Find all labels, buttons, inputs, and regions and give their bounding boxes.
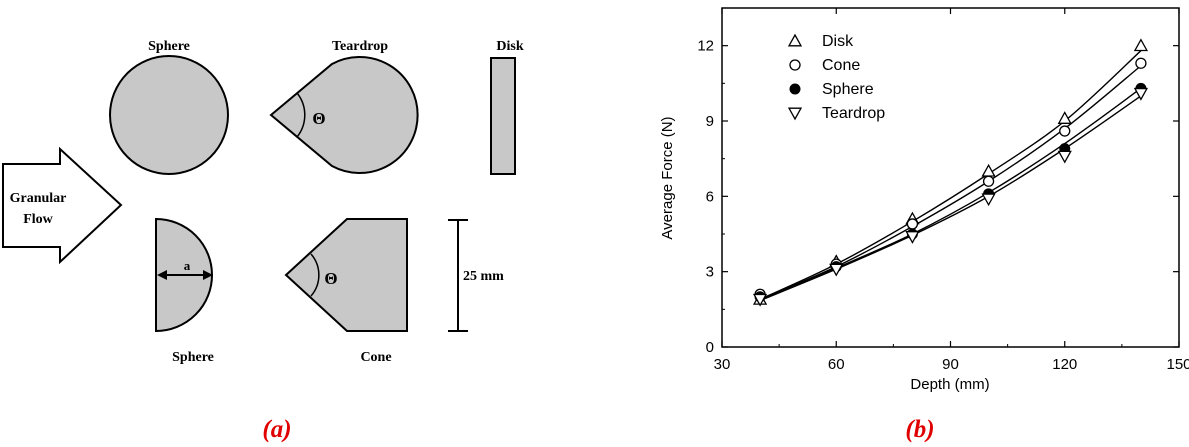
cone-angle-arc (310, 253, 320, 297)
panel-a-caption: (a) (262, 416, 291, 443)
fit-curve-0 (759, 50, 1142, 300)
cone-point (1059, 125, 1071, 137)
cone-shape (284, 218, 408, 332)
legend-marker-sphere (789, 83, 801, 95)
sphere-top-label: Sphere (148, 39, 190, 54)
legend: Disk Cone Sphere Teardrop (787, 33, 885, 122)
x-tick-label: 90 (942, 356, 959, 373)
y-axis-label: Average Force (N) (659, 116, 676, 239)
panel-b-caption: (b) (905, 416, 934, 443)
legend-label-teardrop: Teardrop (822, 105, 885, 122)
teardrop-shape (269, 56, 419, 174)
dimension-a-arrowhead-left (157, 270, 167, 280)
sphere-bottom-label: Sphere (172, 350, 214, 365)
plot-frame (721, 7, 1180, 348)
panel-b-chart: 30 60 90 120 150 0 3 6 9 12 Disk Cone Sphere Teardr… (659, 7, 1189, 443)
granular-flow-label-line1: Granular (10, 191, 67, 206)
teardrop-angle-symbol: Θ (312, 109, 325, 128)
cone-point (906, 218, 919, 230)
fit-curves (759, 50, 1142, 302)
x-axis-label: Depth (mm) (910, 376, 989, 393)
y-tick-label: 3 (706, 264, 714, 281)
x-tick-label: 30 (714, 356, 731, 373)
dimension-a-label: a (184, 258, 191, 273)
y-tick-label: 6 (706, 188, 714, 205)
teardrop-point (1133, 87, 1149, 101)
scale-bar-label: 25 mm (463, 269, 504, 284)
y-tick-label: 0 (706, 339, 714, 356)
cone-label: Cone (360, 350, 391, 365)
fit-curve-1 (759, 65, 1142, 300)
cone-point (982, 175, 995, 187)
dimension-a-arrowhead-right (203, 270, 213, 280)
teardrop-label: Teardrop (332, 39, 388, 54)
legend-label-cone: Cone (822, 57, 860, 74)
cone-point (1135, 57, 1147, 69)
teardrop-point (1057, 150, 1072, 164)
teardrop-angle-arc (296, 92, 306, 138)
teardrop-point (905, 231, 920, 244)
x-tick-label: 60 (828, 356, 845, 373)
granular-flow-label-line2: Flow (23, 212, 53, 227)
teardrop-point (752, 293, 768, 307)
disk-point (1133, 38, 1149, 52)
teardrop-point (981, 193, 996, 207)
fit-curve-3 (759, 95, 1142, 302)
y-tick-label: 12 (697, 38, 714, 55)
disk-shape (490, 57, 516, 175)
x-tick-label: 150 (1166, 356, 1189, 373)
legend-marker-cone (789, 59, 801, 71)
legend-label-sphere: Sphere (822, 81, 874, 98)
x-tick-label: 120 (1052, 356, 1077, 373)
y-axis: 0 3 6 9 12 (697, 38, 1179, 356)
sphere-top-shape (109, 55, 229, 175)
granular-flow-arrow (2, 146, 123, 265)
disk-label: Disk (496, 39, 523, 54)
x-axis: 30 60 90 120 150 (714, 8, 1189, 373)
fit-curve-2 (759, 87, 1142, 300)
cone-angle-symbol: Θ (324, 269, 337, 288)
legend-marker-teardrop (787, 107, 803, 121)
legend-marker-disk (787, 33, 803, 47)
y-tick-label: 9 (706, 113, 714, 130)
data-points (752, 38, 1149, 307)
disk-point (1057, 111, 1072, 124)
teardrop-point (829, 263, 844, 277)
legend-label-disk: Disk (822, 33, 854, 50)
panel-a-schematic: Granular Flow Sphere Teardrop Θ Disk a S… (2, 39, 524, 443)
